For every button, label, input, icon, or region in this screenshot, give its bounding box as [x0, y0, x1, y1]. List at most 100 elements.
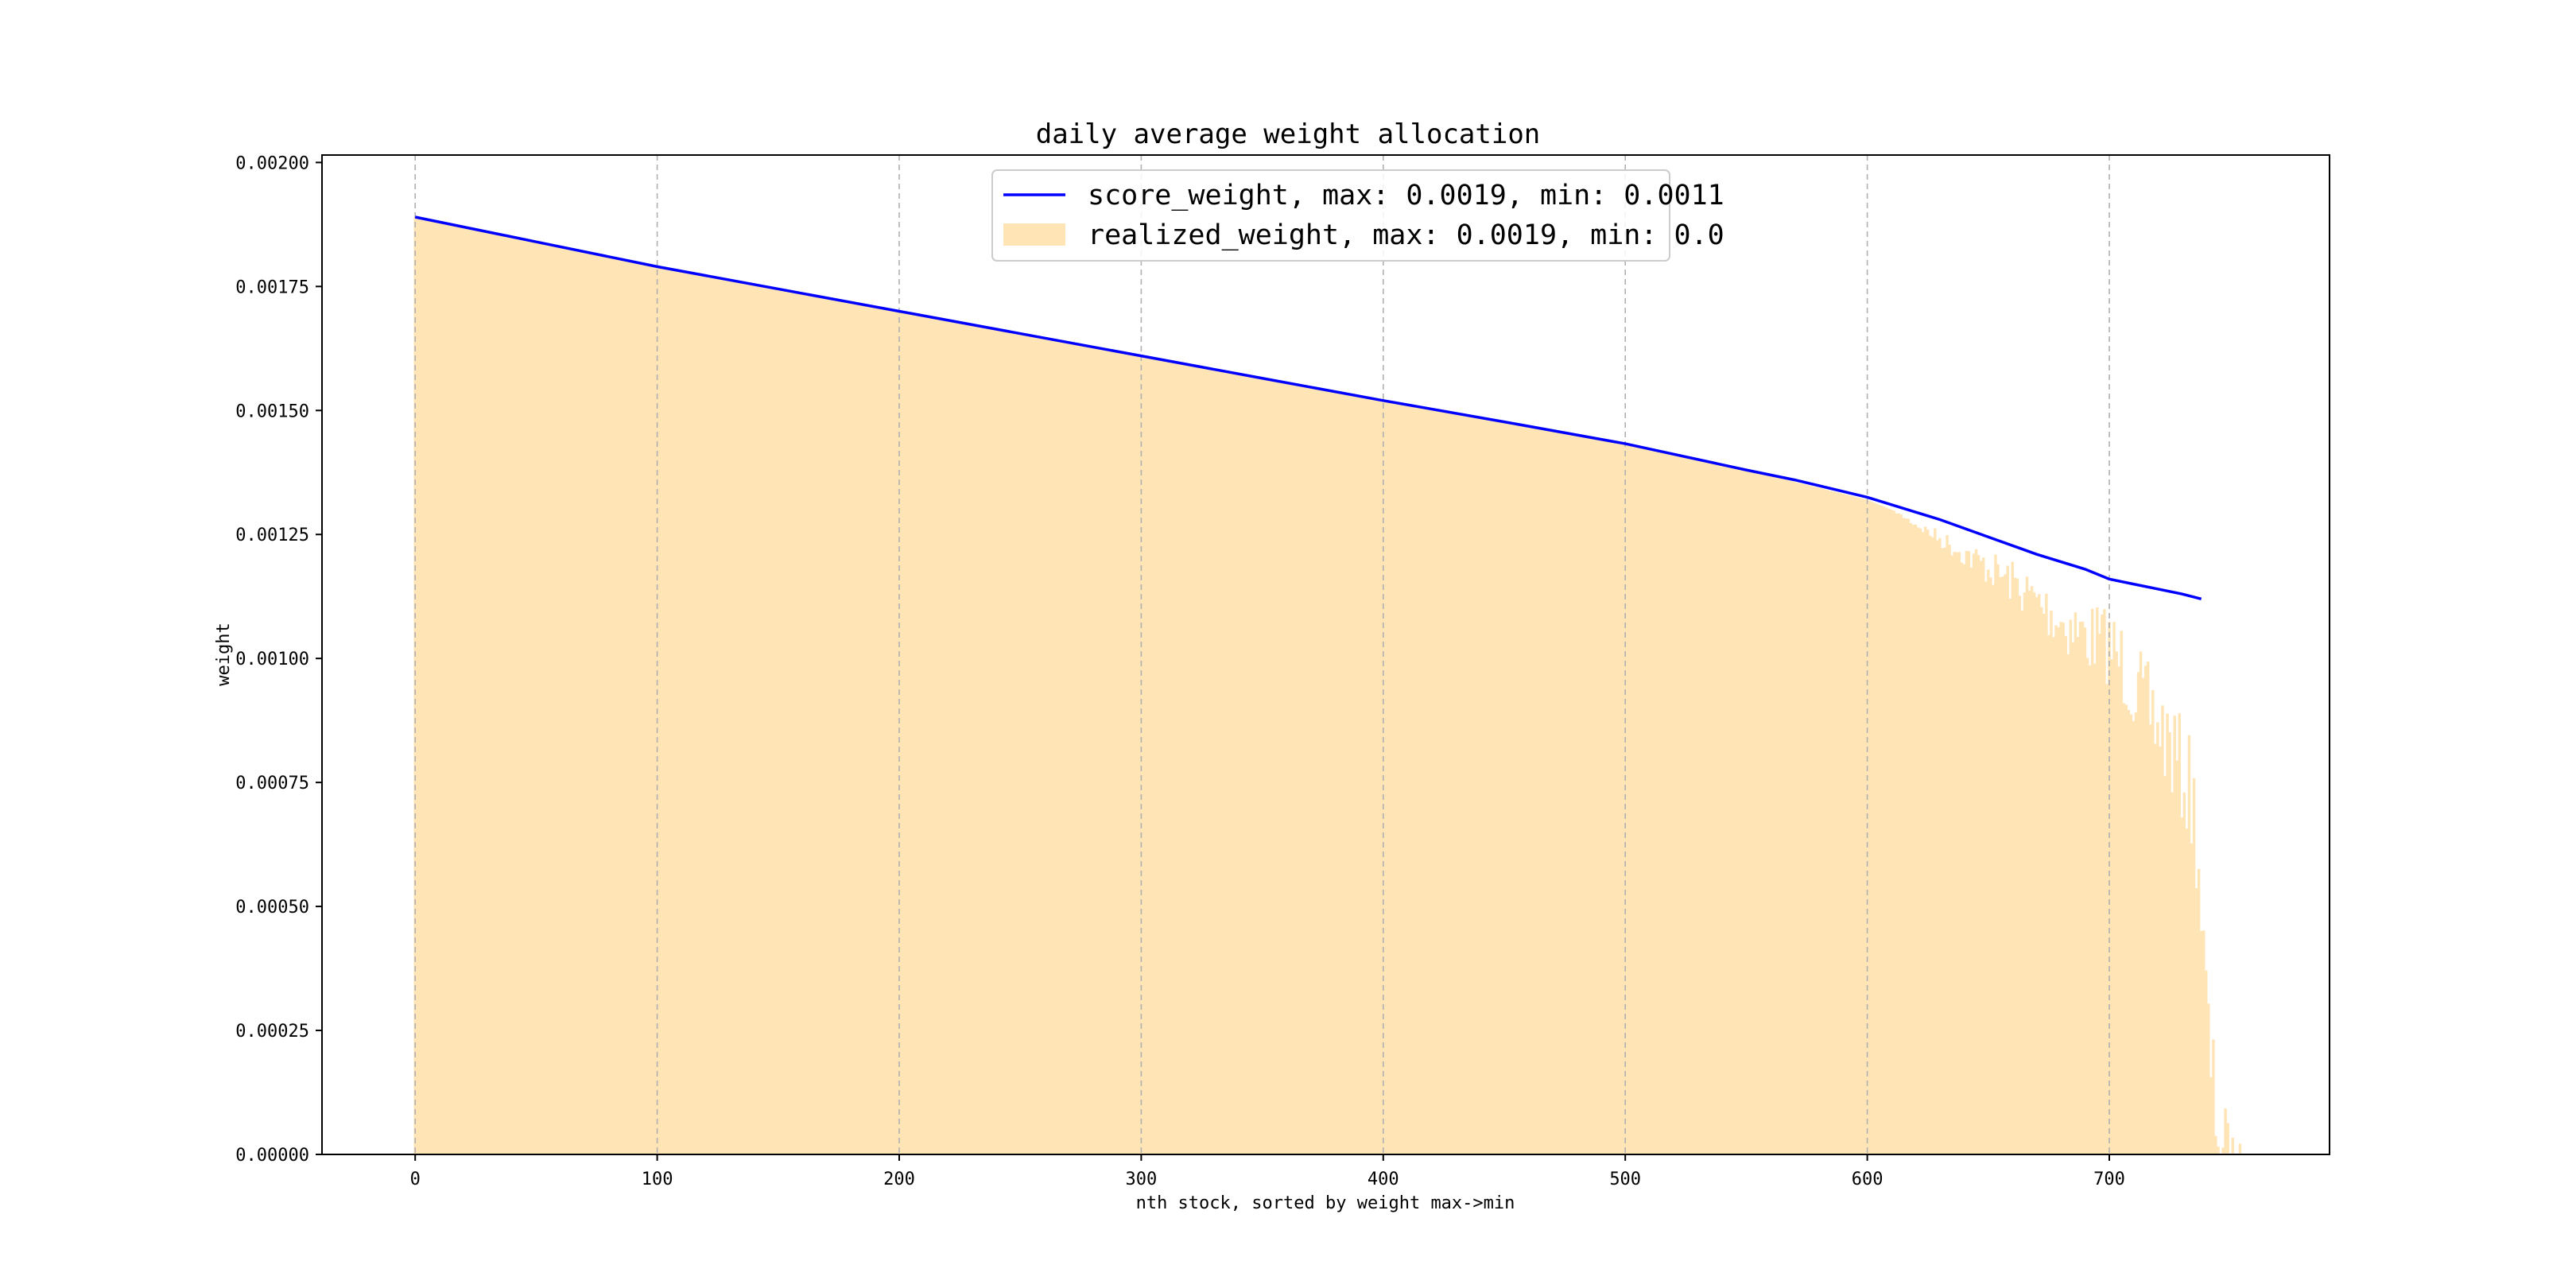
realized-weight-bar	[1391, 402, 1395, 1155]
realized-weight-bar	[499, 234, 502, 1154]
realized-weight-bar	[2103, 609, 2106, 1154]
realized-weight-bar	[682, 271, 685, 1154]
realized-weight-bar	[808, 294, 812, 1155]
x-grid	[414, 155, 2110, 1154]
realized-weight-bar	[1716, 464, 1719, 1154]
realized-weight-bar	[539, 242, 543, 1154]
realized-weight-bar	[1282, 382, 1286, 1154]
realized-weight-bar	[931, 317, 935, 1154]
realized-weight-bar	[2224, 1108, 2227, 1154]
realized-weight-bar	[1844, 494, 1847, 1154]
realized-weight-bar	[2062, 623, 2065, 1154]
realized-weight-bar	[1232, 372, 1235, 1155]
realized-weight-bar	[771, 288, 775, 1154]
realized-weight-bar	[1577, 435, 1581, 1154]
realized-weight-bar	[1309, 386, 1313, 1154]
x-tick-label: 400	[1368, 1170, 1399, 1189]
realized-weight-bar	[1123, 352, 1126, 1155]
realized-weight-bar	[815, 296, 819, 1154]
realized-weight-bar	[506, 235, 509, 1155]
realized-weight-bar	[2040, 607, 2043, 1154]
realized-weight-bar	[1873, 502, 1876, 1154]
realized-weight-bar	[1892, 510, 1895, 1154]
realized-weight-bar	[2134, 712, 2138, 1154]
realized-weight-bar	[580, 251, 584, 1154]
realized-weight-bar	[2076, 637, 2080, 1154]
realized-weight-bar	[549, 244, 553, 1154]
realized-weight-bar	[1602, 440, 1605, 1154]
realized-weight-bar	[1009, 332, 1012, 1155]
realized-weight-bar	[735, 281, 739, 1154]
realized-weight-bar	[2151, 689, 2155, 1154]
realized-weight-bar	[1166, 360, 1170, 1154]
realized-weight-bar	[1488, 419, 1492, 1154]
realized-weight-bar	[1709, 462, 1712, 1154]
realized-weight-bar	[830, 298, 833, 1154]
realized-weight-bar	[1106, 349, 1109, 1154]
realized-weight-bar	[1104, 349, 1107, 1155]
realized-weight-bar	[1992, 584, 1995, 1154]
realized-weight-bar	[926, 316, 930, 1154]
legend-label-realized-weight: realized_weight, max: 0.0019, min: 0.0	[1088, 219, 1724, 251]
realized-weight-bar	[1554, 431, 1557, 1154]
realized-weight-bar	[2006, 565, 2009, 1154]
realized-weight-bar	[1118, 351, 1121, 1155]
realized-weight-bar	[425, 219, 429, 1155]
realized-weight-bar	[534, 242, 538, 1154]
realized-weight-bar	[1742, 469, 1746, 1154]
realized-weight-bar	[863, 305, 867, 1154]
realized-weight-bar	[1561, 432, 1564, 1154]
realized-weight-bar	[1139, 355, 1143, 1154]
realized-weight-bar	[421, 218, 425, 1155]
realized-weight-bar	[612, 258, 615, 1154]
realized-weight-bar	[2185, 828, 2189, 1154]
realized-weight-bar	[1415, 406, 1419, 1154]
realized-weight-bar	[495, 234, 499, 1155]
realized-weight-bar	[1538, 429, 1542, 1154]
realized-weight-bar	[1108, 350, 1111, 1155]
realized-weight-bar	[522, 239, 526, 1154]
realized-weight-bar	[476, 230, 480, 1155]
realized-weight-bar	[430, 220, 434, 1155]
legend-label-score-weight: score_weight, max: 0.0019, min: 0.0011	[1088, 180, 1724, 211]
realized-weight-bar	[1665, 452, 1668, 1154]
realized-weight-bar	[1086, 346, 1090, 1154]
realized-weight-bar	[530, 240, 533, 1154]
realized-weight-bar	[573, 250, 576, 1154]
realized-weight-bar	[1452, 413, 1455, 1154]
realized-weight-bar	[1870, 502, 1874, 1154]
realized-weight-bar	[2124, 704, 2128, 1154]
realized-weight-bar	[733, 281, 736, 1155]
realized-weight-bar	[1459, 414, 1462, 1154]
realized-weight-bar	[2217, 1146, 2220, 1154]
realized-weight-area	[413, 216, 2242, 1155]
realized-weight-bar	[2020, 610, 2024, 1154]
realized-weight-bar	[2101, 614, 2104, 1154]
x-axis-label: nth stock, sorted by weight max->min	[1136, 1193, 1515, 1213]
realized-weight-bar	[1684, 456, 1688, 1154]
realized-weight-bar	[1841, 494, 1845, 1154]
realized-weight-bar	[929, 316, 933, 1154]
realized-weight-bar	[1033, 336, 1037, 1155]
realized-weight-bar	[1069, 343, 1073, 1154]
realized-weight-bar	[902, 312, 906, 1154]
realized-weight-bar	[987, 328, 991, 1154]
realized-weight-bar	[745, 283, 748, 1154]
realized-weight-bar	[875, 307, 879, 1155]
realized-weight-bar	[1164, 360, 1167, 1154]
realized-weight-bar	[956, 321, 959, 1155]
realized-weight-bar	[1621, 443, 1624, 1154]
realized-weight-bar	[791, 291, 794, 1154]
realized-weight-bar	[1275, 381, 1278, 1155]
realized-weight-bar	[949, 320, 952, 1154]
realized-weight-bar	[1941, 548, 1944, 1154]
realized-weight-bar	[1580, 436, 1584, 1154]
realized-weight-bar	[653, 266, 657, 1154]
realized-weight-bar	[1631, 445, 1635, 1154]
realized-weight-bar	[1343, 393, 1346, 1154]
realized-weight-bar	[2064, 636, 2067, 1154]
realized-weight-bar	[757, 285, 761, 1155]
realized-weight-bar	[895, 310, 898, 1155]
realized-weight-bar	[1018, 333, 1022, 1155]
realized-weight-bar	[1146, 357, 1150, 1155]
